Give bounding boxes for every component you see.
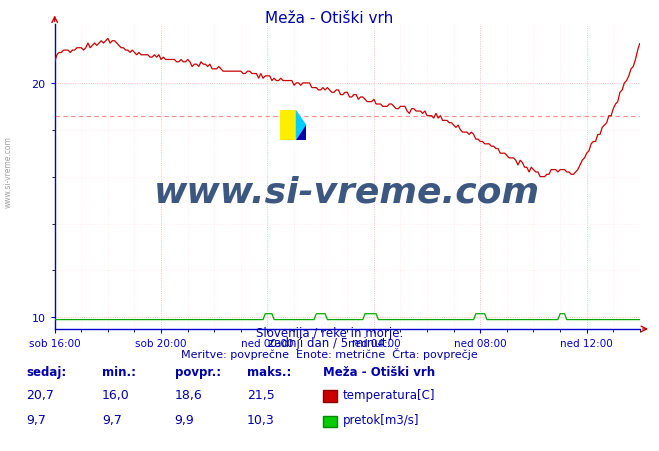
FancyBboxPatch shape [280,110,296,141]
Text: Meža - Otiški vrh: Meža - Otiški vrh [323,365,435,378]
Text: 9,9: 9,9 [175,413,194,426]
Text: 16,0: 16,0 [102,388,130,401]
Text: temperatura[C]: temperatura[C] [343,388,435,401]
Polygon shape [296,110,306,141]
Text: min.:: min.: [102,365,136,378]
Text: www.si-vreme.com: www.si-vreme.com [3,135,13,207]
Text: 9,7: 9,7 [26,413,46,426]
Text: zadnji dan / 5 minut.: zadnji dan / 5 minut. [268,336,391,350]
Text: 9,7: 9,7 [102,413,122,426]
Text: sedaj:: sedaj: [26,365,67,378]
Text: 20,7: 20,7 [26,388,54,401]
Text: pretok[m3/s]: pretok[m3/s] [343,413,419,426]
Text: Meritve: povprečne  Enote: metrične  Črta: povprečje: Meritve: povprečne Enote: metrične Črta:… [181,347,478,359]
Text: Slovenija / reke in morje.: Slovenija / reke in morje. [256,326,403,339]
Text: www.si-vreme.com: www.si-vreme.com [154,175,540,209]
Text: maks.:: maks.: [247,365,291,378]
Text: 18,6: 18,6 [175,388,202,401]
Text: povpr.:: povpr.: [175,365,221,378]
Text: Meža - Otiški vrh: Meža - Otiški vrh [266,11,393,26]
Polygon shape [296,125,306,141]
Text: 21,5: 21,5 [247,388,275,401]
Text: 10,3: 10,3 [247,413,275,426]
